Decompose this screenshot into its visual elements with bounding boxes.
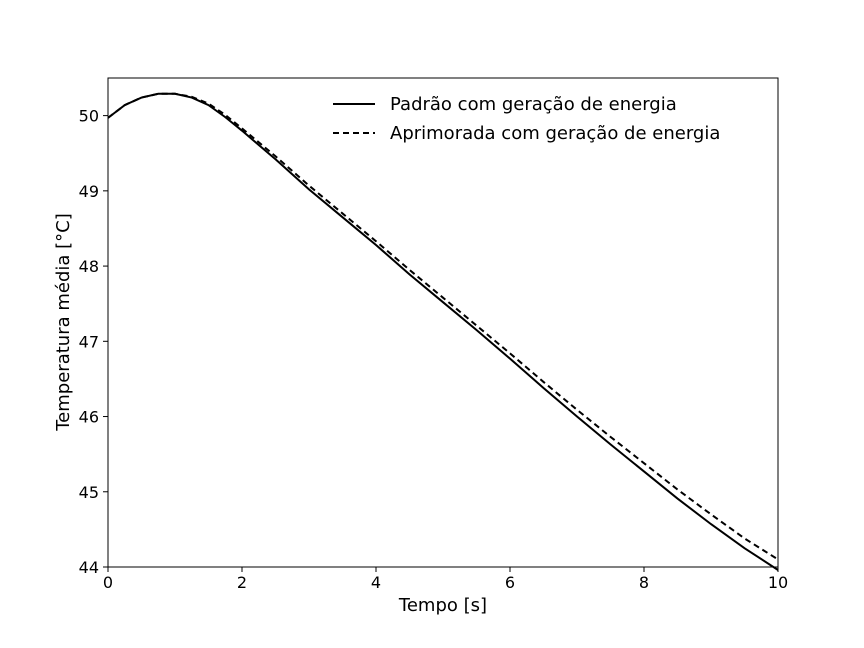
series-layer: [107, 92, 779, 571]
x-tick-label: 10: [768, 573, 788, 592]
y-axis-ticks: 44 45 46 47 48 49 50: [79, 107, 108, 577]
series-line-2: [107, 92, 779, 561]
y-tick-label: 44: [79, 558, 99, 577]
x-axis-label: Tempo [s]: [398, 595, 487, 616]
y-tick-label: 47: [79, 332, 99, 351]
y-tick-label: 48: [79, 257, 99, 276]
y-tick-label: 45: [79, 483, 99, 502]
y-tick-label: 46: [79, 408, 99, 427]
legend-label-series-2: Aprimorada com geração de energia: [390, 123, 720, 144]
y-axis-label: Temperatura média [°C]: [53, 213, 74, 432]
x-tick-label: 6: [505, 573, 515, 592]
x-tick-label: 2: [237, 573, 247, 592]
x-tick-label: 4: [371, 573, 381, 592]
x-tick-label: 0: [103, 573, 113, 592]
y-tick-label: 49: [79, 182, 99, 201]
legend-label-series-1: Padrão com geração de energia: [390, 94, 677, 115]
plot-frame: [107, 77, 779, 568]
x-axis-ticks: 0 2 4 6 8 10: [103, 567, 788, 592]
legend: Padrão com geração de energia Aprimorada…: [333, 94, 720, 144]
y-tick-label: 50: [79, 107, 99, 126]
x-tick-label: 8: [639, 573, 649, 592]
series-line-1: [107, 92, 779, 571]
